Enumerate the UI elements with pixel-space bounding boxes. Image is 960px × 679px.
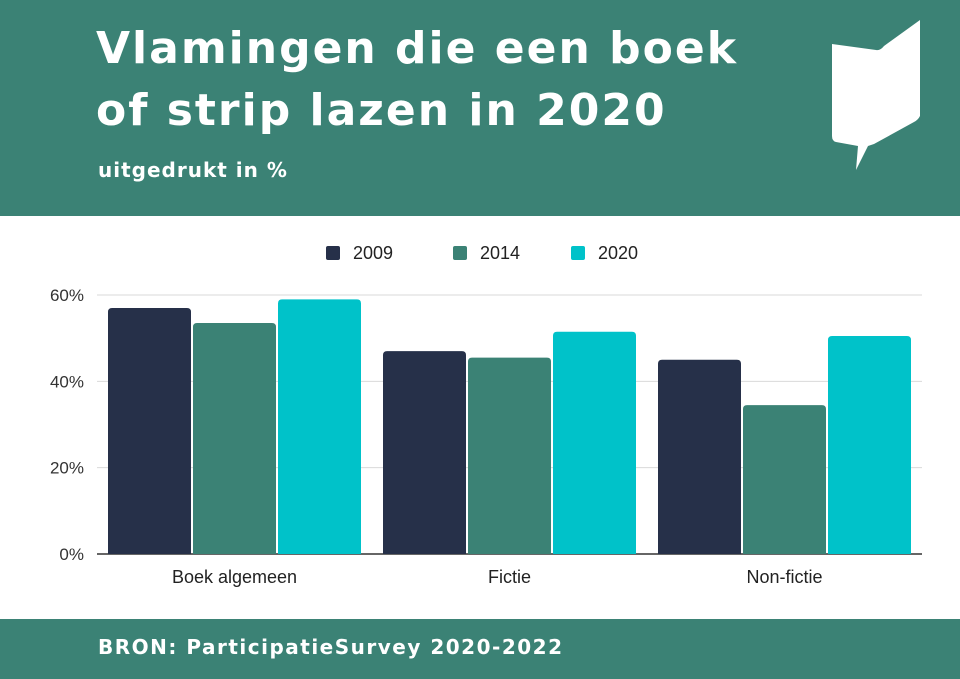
title-line-1: Vlamingen die een boek bbox=[96, 23, 738, 74]
y-tick-label: 20% bbox=[50, 459, 84, 478]
chart-subtitle: uitgedrukt in % bbox=[98, 158, 288, 182]
x-tick-label: Boek algemeen bbox=[172, 567, 297, 587]
x-tick-label: Fictie bbox=[488, 567, 531, 587]
legend-label-2020: 2020 bbox=[598, 243, 638, 263]
book-speech-bubble-icon bbox=[832, 20, 920, 170]
y-axis-ticks: 0% 20% 40% 60% bbox=[50, 286, 84, 564]
chart-title: Vlamingen die een boek of strip lazen in… bbox=[96, 18, 738, 142]
legend-swatch-2014 bbox=[453, 246, 467, 260]
bar-fictie-2009 bbox=[383, 351, 466, 554]
legend-swatch-2020 bbox=[571, 246, 585, 260]
source-credit: BRON: ParticipatieSurvey 2020-2022 bbox=[98, 635, 564, 659]
bar-chart: 2009 2014 2020 0% 20% 40% 60% Boek algemeen Fi… bbox=[50, 243, 922, 587]
x-tick-label: Non-fictie bbox=[746, 567, 822, 587]
bar-fictie-2014 bbox=[468, 357, 551, 554]
y-tick-label: 60% bbox=[50, 286, 84, 305]
chart-legend: 2009 2014 2020 bbox=[326, 243, 638, 263]
footer-banner: BRON: ParticipatieSurvey 2020-2022 bbox=[0, 619, 960, 679]
chart-bars bbox=[108, 299, 911, 554]
bar-non-fictie-2009 bbox=[658, 359, 741, 554]
legend-swatch-2009 bbox=[326, 246, 340, 260]
y-tick-label: 40% bbox=[50, 372, 84, 391]
title-line-2: of strip lazen in 2020 bbox=[96, 85, 667, 136]
x-axis-labels: Boek algemeen Fictie Non-fictie bbox=[172, 567, 823, 587]
bar-fictie-2020 bbox=[553, 331, 636, 554]
bar-boek-algemeen-2020 bbox=[278, 299, 361, 554]
y-tick-label: 0% bbox=[59, 545, 84, 564]
bar-boek-algemeen-2009 bbox=[108, 307, 191, 554]
bar-boek-algemeen-2014 bbox=[193, 323, 276, 554]
legend-label-2014: 2014 bbox=[480, 243, 520, 263]
header-banner: Vlamingen die een boek of strip lazen in… bbox=[0, 0, 960, 216]
bar-non-fictie-2020 bbox=[828, 336, 911, 554]
bar-non-fictie-2014 bbox=[743, 405, 826, 554]
legend-label-2009: 2009 bbox=[353, 243, 393, 263]
